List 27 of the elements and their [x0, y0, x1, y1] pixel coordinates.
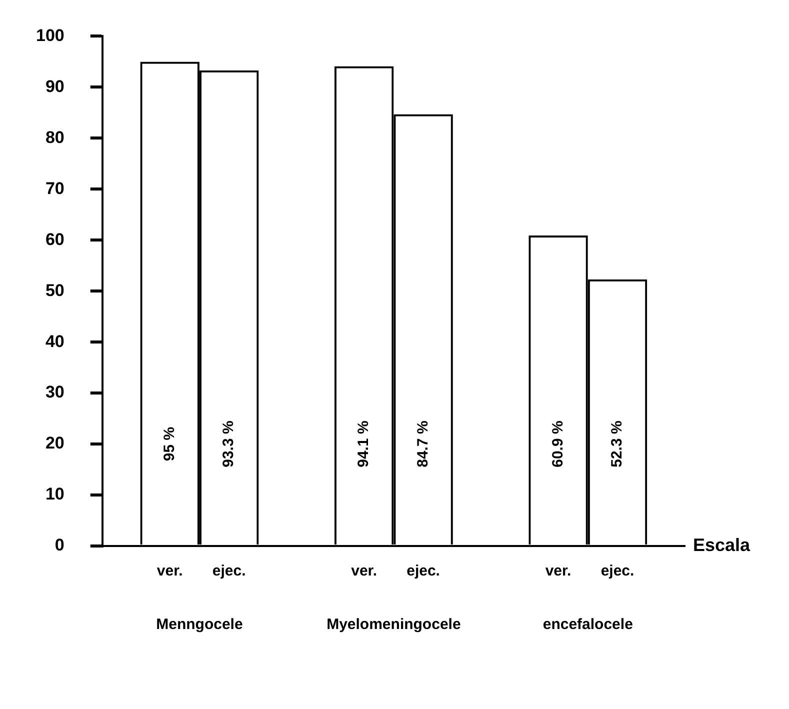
text: ver.	[545, 562, 572, 580]
text: ejec.	[600, 562, 634, 580]
text: ver.	[351, 562, 377, 580]
y-tick-label: 70	[45, 178, 64, 198]
y-tick-label: 90	[45, 76, 64, 96]
data-label: 60.9 %	[549, 420, 566, 468]
x-tick-label: encefalocele	[542, 616, 633, 634]
data-label: 84.7 %	[414, 420, 432, 468]
data-label: 52.3 %	[608, 420, 626, 468]
y-tick-label: 100	[36, 26, 64, 45]
y-tick-label: 40	[45, 332, 64, 351]
y-tick-label: 80	[45, 128, 64, 147]
x-axis-title: Escala	[693, 534, 752, 555]
series-label: ver.	[156, 562, 183, 580]
x-tick-label: Myelomeningocele	[326, 616, 461, 634]
data-label: 94.1 %	[355, 420, 372, 468]
y-tick-label: 0	[54, 536, 64, 555]
x-tick-label: Menngocele	[156, 616, 243, 634]
y-tick-label: 10	[45, 484, 64, 504]
text: ejec.	[406, 562, 440, 580]
y-tick-label: 30	[45, 382, 64, 402]
y-tick-label: 20	[45, 434, 64, 453]
data-label: 93.3 %	[220, 420, 238, 468]
series-label: ejec.	[212, 562, 246, 580]
y-tick-label: 60	[45, 230, 64, 249]
data-label: 95 %	[160, 426, 178, 462]
y-tick-label: 50	[45, 280, 64, 300]
